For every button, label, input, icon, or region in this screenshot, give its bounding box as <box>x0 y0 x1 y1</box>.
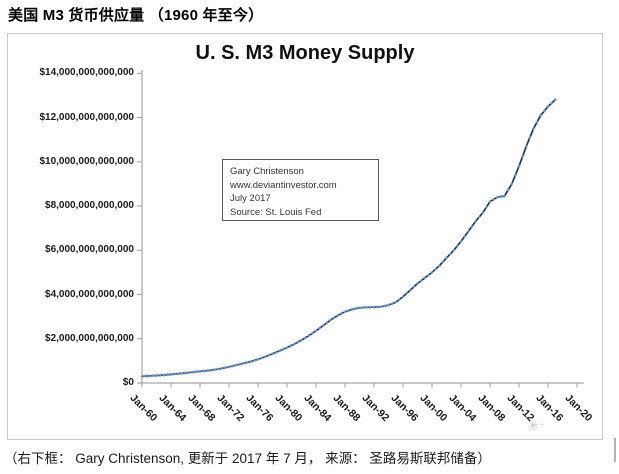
y-axis-label: $12,000,000,000,000 <box>39 111 134 123</box>
y-axis-label: $6,000,000,000,000 <box>45 244 134 256</box>
watermark-smudge: ✳· <box>525 415 547 436</box>
y-axis-label: $4,000,000,000,000 <box>45 288 134 300</box>
annotation-author: Gary Christenson <box>230 166 304 177</box>
y-axis-label: $8,000,000,000,000 <box>45 200 134 212</box>
m3-line <box>141 99 556 378</box>
scan-artifact <box>614 438 616 462</box>
chart-frame <box>7 33 603 440</box>
annotation-box: Gary Christenson www.deviantinvestor.com… <box>222 159 379 221</box>
chart-title: U. S. M3 Money Supply <box>195 42 415 64</box>
y-axis-label: $2,000,000,000,000 <box>45 332 134 344</box>
page-title: 美国 M3 货币供应量 （1960 年至今） <box>8 7 264 24</box>
figure-caption: （右下框： Gary Christenson, 更新于 2017 年 7 月， … <box>4 451 491 466</box>
annotation-date: July 2017 <box>230 193 271 204</box>
y-axis-label: $10,000,000,000,000 <box>39 155 134 167</box>
m3-markers <box>140 98 557 379</box>
annotation-source: Source: St. Louis Fed <box>230 206 322 218</box>
annotation-website: www.deviantinvestor.com <box>230 179 337 191</box>
y-axis-label: $14,000,000,000,000 <box>39 67 134 79</box>
y-axis-label: $0 <box>122 377 134 388</box>
